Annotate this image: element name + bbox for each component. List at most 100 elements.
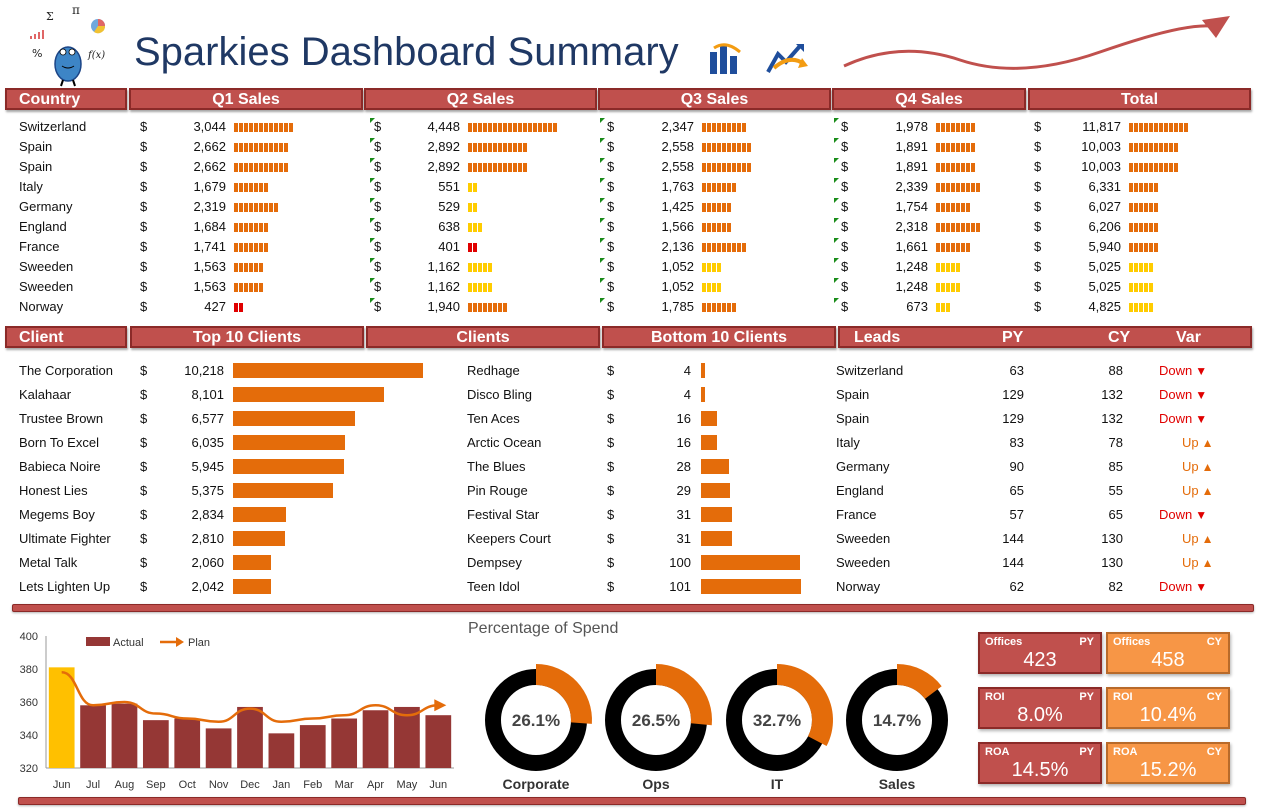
currency-symbol: $ — [374, 259, 382, 274]
sales-country: Norway — [19, 299, 64, 314]
sales-databar — [468, 197, 478, 217]
leads-cy: 130 — [1101, 531, 1123, 546]
sales-value-q3: 1,052 — [661, 279, 694, 294]
currency-symbol: $ — [841, 299, 849, 314]
bottom-client-bar — [701, 411, 717, 426]
leads-py: 57 — [1009, 507, 1024, 522]
sales-value-q1: 427 — [204, 299, 226, 314]
currency-symbol: $ — [607, 483, 615, 498]
currency-symbol: $ — [1034, 219, 1042, 234]
leads-py: 129 — [1002, 411, 1024, 426]
cell-note-marker — [600, 158, 605, 163]
x-tick-label: Jul — [86, 779, 100, 791]
leads-py: 63 — [1009, 363, 1024, 378]
spend-donut-charts: 26.1% Corporate 26.5% Ops 32.7% IT 14.7% Sales — [485, 664, 948, 792]
bottom-client-name: The Blues — [467, 459, 526, 474]
leads-var: Up ▲ — [1182, 529, 1214, 549]
sales-databar — [1129, 217, 1159, 237]
leads-var-label: Up — [1182, 459, 1199, 474]
kpi-period: CY — [1206, 636, 1222, 648]
sales-value-q4: 2,339 — [895, 179, 928, 194]
sales-databar — [468, 137, 528, 157]
leads-py: 62 — [1009, 579, 1024, 594]
currency-symbol: $ — [374, 159, 382, 174]
leads-var-label: Up — [1182, 531, 1199, 546]
top-client-bar — [233, 507, 286, 522]
currency-symbol: $ — [841, 239, 849, 254]
leads-var: Down ▼ — [1159, 409, 1207, 429]
sales-databar — [468, 117, 558, 137]
currency-symbol: $ — [140, 199, 148, 214]
donut-category-label: Corporate — [503, 776, 570, 792]
trend-arrows-icon[interactable] — [764, 40, 810, 76]
leads-header: Leads PY CY Var — [838, 326, 1252, 348]
donut-percent-label: 26.1% — [512, 711, 560, 730]
currency-symbol: $ — [140, 259, 148, 274]
clients-header-3: Bottom 10 Clients — [602, 326, 836, 348]
cell-note-marker — [834, 138, 839, 143]
cell-note-marker — [370, 198, 375, 203]
currency-symbol: $ — [140, 119, 148, 134]
leads-cy: 132 — [1101, 387, 1123, 402]
bottom-client-value: 31 — [676, 531, 691, 546]
cell-note-marker — [600, 198, 605, 203]
currency-symbol: $ — [140, 435, 148, 450]
kpi-value: 458 — [1151, 649, 1185, 671]
currency-symbol: $ — [607, 179, 615, 194]
sales-databar — [1129, 297, 1154, 317]
kpi-value: 14.5% — [1011, 759, 1069, 781]
top-client-value: 8,101 — [191, 387, 224, 402]
actual-bar — [174, 718, 201, 768]
top-client-bar — [233, 579, 271, 594]
leads-py: 83 — [1009, 435, 1024, 450]
leads-var-label: Down — [1159, 387, 1193, 402]
currency-symbol: $ — [140, 579, 148, 594]
cell-note-marker — [370, 138, 375, 143]
down-arrow-icon: ▼ — [1195, 388, 1208, 402]
currency-symbol: $ — [140, 411, 148, 426]
leads-var-label: Down — [1159, 411, 1193, 426]
sales-value-total: 4,825 — [1088, 299, 1121, 314]
leads-var: Down ▼ — [1159, 505, 1207, 525]
currency-symbol: $ — [607, 555, 615, 570]
leads-var: Up ▲ — [1182, 553, 1214, 573]
currency-symbol: $ — [140, 363, 148, 378]
sales-value-q4: 1,248 — [895, 279, 928, 294]
sales-databar — [468, 157, 528, 177]
sales-databar — [468, 257, 493, 277]
currency-symbol: $ — [607, 387, 615, 402]
spend-chart-title: Percentage of Spend — [468, 620, 619, 637]
bottom-client-bar — [701, 555, 800, 570]
top-client-bar — [233, 459, 344, 474]
actual-bar — [80, 705, 106, 768]
kpi-label: ROI — [985, 691, 1005, 703]
sales-databar — [702, 277, 722, 297]
actual-bar — [394, 706, 420, 768]
cell-note-marker — [370, 158, 375, 163]
cell-note-marker — [834, 278, 839, 283]
bottom-client-bar — [701, 531, 732, 546]
kpi-period: PY — [1079, 691, 1094, 703]
currency-symbol: $ — [607, 579, 615, 594]
leads-cy: 85 — [1108, 459, 1123, 474]
cell-note-marker — [834, 118, 839, 123]
svg-text:Σ: Σ — [46, 10, 54, 23]
sales-databar — [936, 197, 971, 217]
cell-note-marker — [600, 258, 605, 263]
currency-symbol: $ — [1034, 299, 1042, 314]
sales-value-total: 10,003 — [1081, 159, 1121, 174]
legend-actual-swatch — [86, 637, 110, 646]
sales-value-q3: 2,136 — [661, 239, 694, 254]
sales-header-3: Q3 Sales — [598, 88, 831, 110]
bottom-client-bar — [701, 579, 801, 594]
currency-symbol: $ — [841, 139, 849, 154]
currency-symbol: $ — [607, 459, 615, 474]
sales-databar — [936, 297, 951, 317]
bar-chart-icon[interactable] — [708, 42, 744, 76]
bottom-client-bar — [701, 459, 729, 474]
sales-databar — [234, 137, 289, 157]
up-arrow-icon: ▲ — [1201, 460, 1214, 474]
sales-databar — [468, 277, 493, 297]
top-client-value: 5,945 — [191, 459, 224, 474]
leads-cy: 130 — [1101, 555, 1123, 570]
